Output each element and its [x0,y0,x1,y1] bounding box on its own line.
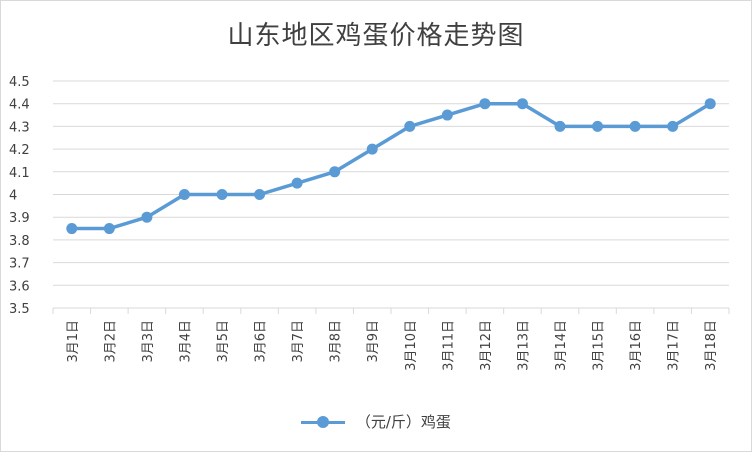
y-tick-label: 3.7 [9,257,30,272]
x-tick-label: 3月8日 [329,320,344,363]
data-point [479,98,491,110]
x-tick-label: 3月3日 [141,320,156,363]
y-tick-label: 3.9 [9,211,30,226]
x-tick-label: 3月13日 [516,320,531,371]
data-point [141,211,153,223]
data-point [103,223,115,235]
x-tick-label: 3月11日 [441,320,456,371]
y-tick-label: 4.4 [9,98,30,113]
data-point [291,177,303,189]
y-tick-label: 3.8 [9,234,30,249]
data-point [178,189,190,200]
data-point [441,109,453,121]
chart-title: 山东地区鸡蛋价格走势图 [227,21,525,51]
y-tick-label: 4 [9,189,17,204]
y-tick-label: 4.5 [9,75,30,90]
series-layer [66,98,716,235]
x-axis-ticks: 3月1日 3月2日 3月3日 3月4日 3月5日 3月6日 3月7日 3月8日 3月9日 3月10… [52,308,730,371]
data-point [592,120,604,132]
x-tick-label: 3月14日 [554,320,569,371]
legend: （元/斤）鸡蛋 [1,411,751,432]
data-point [254,189,266,200]
data-point [404,120,416,132]
y-tick-label: 3.5 [9,302,30,317]
data-point [516,98,528,110]
data-point [629,120,641,132]
data-point [366,143,378,155]
x-tick-label: 3月5日 [216,320,231,363]
data-point [704,98,716,110]
data-point [554,120,566,132]
x-tick-label: 3月15日 [592,320,607,371]
x-tick-label: 3月6日 [254,320,269,363]
x-tick-label: 3月16日 [629,320,644,371]
data-point [667,120,679,132]
x-tick-label: 3月12日 [479,320,494,371]
y-tick-label: 4.3 [9,120,30,135]
x-tick-label: 3月17日 [667,320,682,371]
y-axis-ticks: 3.5 3.6 3.7 3.8 3.9 4 4.1 4.2 4.3 4.4 4.5 [9,75,30,317]
x-tick-label: 3月9日 [366,320,381,363]
x-tick-label: 3月18日 [704,320,719,371]
x-tick-label: 3月10日 [404,320,419,371]
grid-lines [53,80,729,309]
x-tick-label: 3月4日 [178,320,193,363]
series-line [70,101,712,231]
x-tick-label: 3月7日 [291,320,306,363]
data-point [66,223,78,235]
legend-label: （元/斤）鸡蛋 [355,413,451,431]
y-tick-label: 4.2 [9,143,30,158]
x-tick-label: 3月1日 [66,320,81,363]
data-point [329,166,341,178]
y-tick-label: 3.6 [9,279,30,294]
legend-swatch [301,415,346,428]
x-tick-label: 3月2日 [103,320,118,363]
data-point [216,189,228,200]
y-tick-label: 4.1 [9,166,30,181]
